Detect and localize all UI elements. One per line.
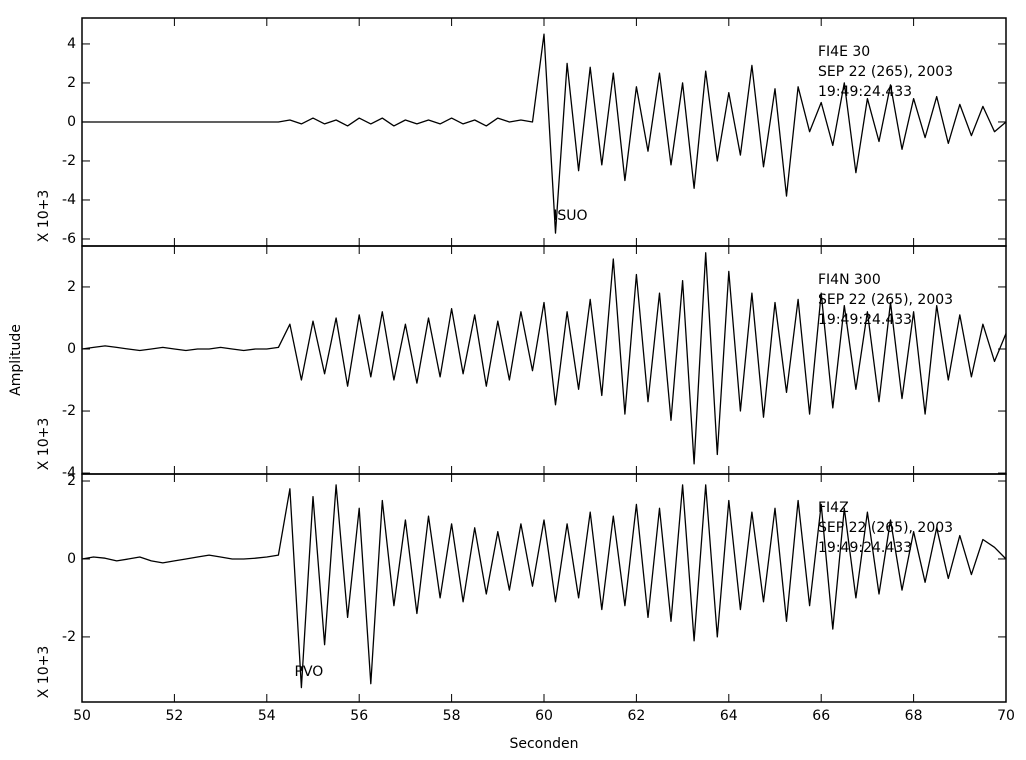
x-tick-label: 54 xyxy=(258,708,276,724)
waveform xyxy=(82,33,1007,234)
y-tick-label: -2 xyxy=(62,153,76,169)
trace-annotation: 19:49:24.433 xyxy=(818,540,912,556)
trace-annotation: 19:49:24.433 xyxy=(818,84,912,100)
y-multiplier: X 10+3 xyxy=(36,418,52,471)
x-axis-label: Seconden xyxy=(509,736,578,752)
trace-annotation: SEP 22 (265), 2003 xyxy=(818,292,953,308)
phase-label: ISUO xyxy=(553,208,587,224)
waveform xyxy=(81,252,1007,465)
y-tick-label: 0 xyxy=(67,551,76,567)
x-tick-label: 50 xyxy=(73,708,91,724)
y-tick-label: 4 xyxy=(67,36,76,52)
trace-annotation: SEP 22 (265), 2003 xyxy=(818,64,953,80)
phase-label: PVO xyxy=(295,664,324,680)
y-tick-label: -2 xyxy=(62,629,76,645)
y-tick-label: 0 xyxy=(67,341,76,357)
trace-annotation: 19:49:24.433 xyxy=(818,312,912,328)
y-multiplier: X 10+3 xyxy=(36,190,52,243)
x-tick-label: 56 xyxy=(350,708,368,724)
y-tick-label: 2 xyxy=(67,279,76,295)
y-tick-label: 2 xyxy=(67,473,76,489)
trace-annotation: SEP 22 (265), 2003 xyxy=(818,520,953,536)
x-tick-label: 64 xyxy=(720,708,738,724)
y-tick-label: -4 xyxy=(62,465,76,481)
y-tick-label: 0 xyxy=(67,114,76,130)
y-tick-label: -6 xyxy=(62,231,76,247)
x-tick-label: 70 xyxy=(997,708,1015,724)
y-axis-label: Amplitude xyxy=(8,324,24,396)
panel-frame xyxy=(81,473,1007,703)
y-tick-label: -2 xyxy=(62,403,76,419)
y-tick-label: -4 xyxy=(62,192,76,208)
trace-annotation: FI4Z xyxy=(818,500,849,516)
x-tick-label: 62 xyxy=(627,708,645,724)
trace-annotation: FI4E 30 xyxy=(818,44,870,60)
y-multiplier: X 10+3 xyxy=(36,646,52,699)
y-tick-label: 2 xyxy=(67,75,76,91)
x-tick-label: 52 xyxy=(165,708,183,724)
x-tick-label: 66 xyxy=(812,708,830,724)
x-tick-label: 68 xyxy=(905,708,923,724)
x-tick-label: 58 xyxy=(443,708,461,724)
x-tick-label: 60 xyxy=(535,708,553,724)
trace-annotation: FI4N 300 xyxy=(818,272,881,288)
waveform xyxy=(81,484,1007,689)
